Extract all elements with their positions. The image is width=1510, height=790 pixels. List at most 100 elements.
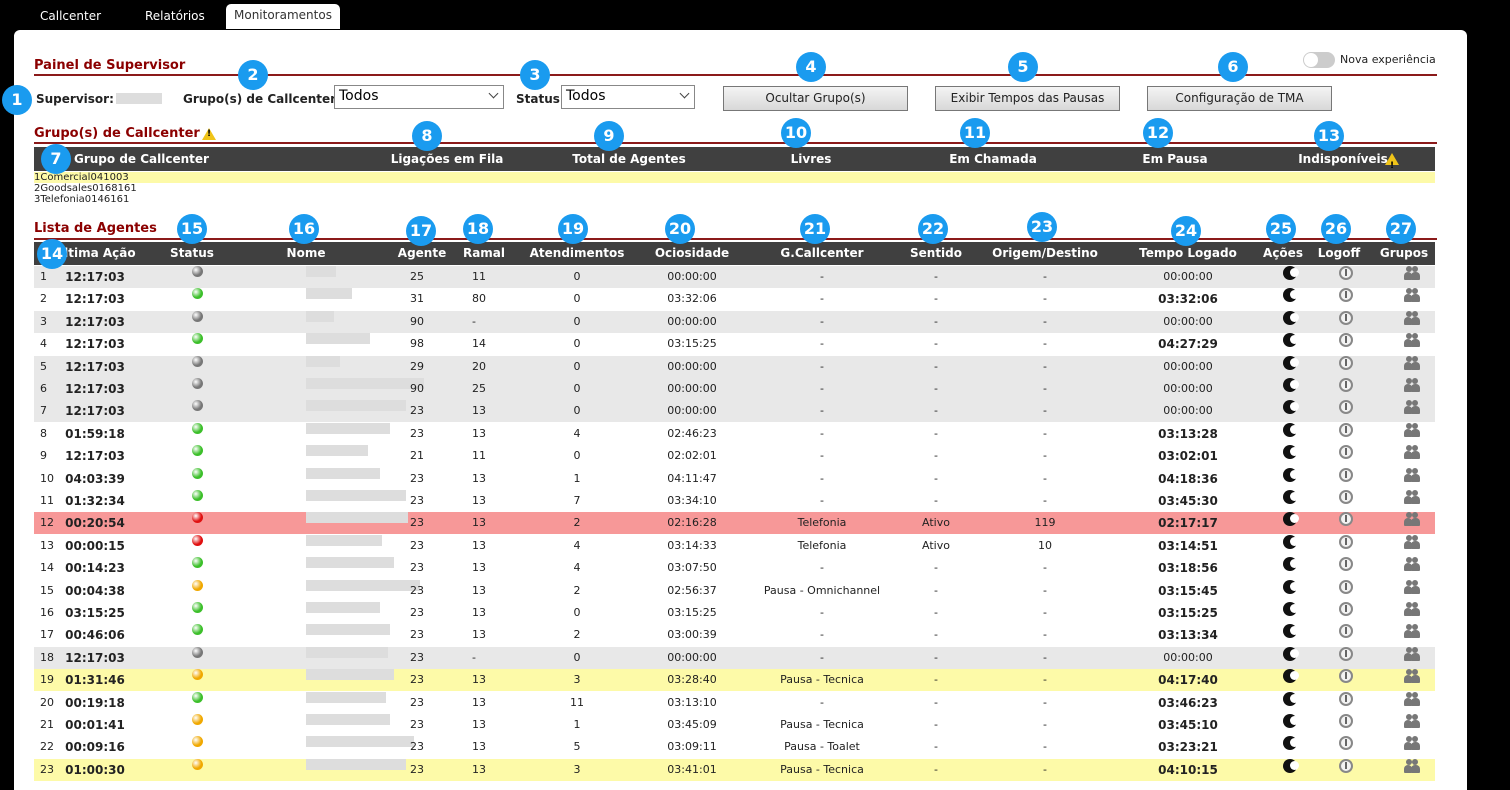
col-acao: Última Ação xyxy=(54,246,136,260)
table-row[interactable]: 12 00:20:54 23 13 2 02:16:28 Telefonia Ativo 119… xyxy=(34,512,1435,535)
table-row[interactable]: 2 12:17:03 31 80 0 03:32:06 - - - 03:32:06 xyxy=(34,288,1435,311)
table-row[interactable]: 15 00:04:38 23 13 2 02:56:37 Pausa - Omnichann… xyxy=(34,579,1435,602)
agent-sentido: - xyxy=(934,718,938,731)
agent-atend: 0 xyxy=(573,270,581,283)
group-livres: 6 xyxy=(103,194,111,205)
table-row[interactable]: 10 04:03:39 23 13 1 04:11:47 - - - 04:18:36 xyxy=(34,467,1435,490)
agent-tempo: 04:18:36 xyxy=(1158,471,1218,486)
table-row[interactable]: 3 12:17:03 90 - 0 00:00:00 - - - 00:00:00 xyxy=(34,310,1435,333)
table-row[interactable]: 7 12:17:03 23 13 0 00:00:00 - - - 00:00:00 xyxy=(34,400,1435,423)
table-row[interactable]: 4 12:17:03 98 14 0 03:15:25 - - - 04:27:29 xyxy=(34,333,1435,356)
agent-atend: 0 xyxy=(573,337,581,351)
table-row[interactable]: 13 00:00:15 23 13 4 03:14:33 Telefonia Ativo 10 0… xyxy=(34,534,1435,557)
agent-n: 12 xyxy=(40,516,54,530)
table-row[interactable]: 16 03:15:25 23 13 0 03:15:25 - - - 03:15:25 xyxy=(34,602,1435,624)
callout-badge-12: 12 xyxy=(1143,118,1173,148)
table-row[interactable]: 1 12:17:03 25 11 0 00:00:00 - - - 00:00:00 xyxy=(34,266,1435,288)
agent-ocio: 02:02:01 xyxy=(667,449,717,463)
agent-agente: 23 xyxy=(410,650,424,664)
col-fila: Ligações em Fila xyxy=(390,152,504,166)
group-row[interactable]: 1Comercial041003 xyxy=(34,172,1435,183)
agent-origem: - xyxy=(1043,494,1047,507)
agent-sentido: - xyxy=(934,628,938,642)
group-fila: 0 xyxy=(84,194,92,205)
col-ramal: Ramal xyxy=(462,246,506,260)
table-row[interactable]: 8 01:59:18 23 13 4 02:46:23 - - - 03:13:28 xyxy=(34,422,1435,445)
agent-ramal: 13 xyxy=(472,561,486,575)
agent-sentido: - xyxy=(934,314,938,328)
table-row[interactable]: 9 12:17:03 21 11 0 02:02:01 - - - 03:02:01 xyxy=(34,445,1435,468)
agent-atend: 2 xyxy=(573,583,581,597)
agent-sentido: - xyxy=(934,606,938,619)
agent-gcall: Telefonia xyxy=(797,516,847,530)
group-name: Goodsales xyxy=(40,183,93,194)
agent-gcall: Pausa - Omnichannel xyxy=(763,583,881,597)
agent-atend: 0 xyxy=(573,382,581,395)
table-row[interactable]: 19 01:31:46 23 13 3 03:28:40 Pausa - Tecnica - -… xyxy=(34,669,1435,692)
group-n: 3 xyxy=(34,194,41,205)
callout-badge-7: 7 xyxy=(41,144,71,174)
nova-experiencia-toggle[interactable] xyxy=(1303,52,1335,68)
agent-sentido: - xyxy=(934,673,938,687)
group-row[interactable]: 2Goodsales0168161 xyxy=(34,183,1435,194)
agent-sentido: - xyxy=(934,382,938,395)
agent-ocio: 03:00:39 xyxy=(667,628,717,642)
col-chamada: Em Chamada xyxy=(949,152,1037,166)
agent-acao: 12:17:03 xyxy=(65,337,125,352)
group-chamada: 0 xyxy=(109,172,116,183)
agent-ocio: 00:00:00 xyxy=(667,382,717,395)
agent-ocio: 03:14:33 xyxy=(667,538,717,552)
agent-atend: 3 xyxy=(573,673,581,687)
table-row[interactable]: 5 12:17:03 29 20 0 00:00:00 - - - 00:00:00 xyxy=(34,355,1435,378)
tab-callcenter[interactable]: Callcenter xyxy=(40,9,102,23)
grupo-label: Grupo(s) de Callcenter: xyxy=(183,92,341,106)
callout-badge-5: 5 xyxy=(1008,52,1038,82)
agent-atend: 4 xyxy=(573,561,581,575)
agent-gcall: - xyxy=(820,471,824,485)
agent-atend: 2 xyxy=(573,516,581,530)
agent-tempo: 03:15:25 xyxy=(1158,606,1218,620)
table-row[interactable]: 22 00:09:16 23 13 5 03:09:11 Pausa - Toalet - - 0… xyxy=(34,736,1435,759)
status-select[interactable]: Todos xyxy=(561,85,695,109)
group-livres: 1 xyxy=(103,172,110,183)
agent-n: 7 xyxy=(40,404,47,418)
callout-badge-4: 4 xyxy=(796,52,826,82)
table-row[interactable]: 17 00:46:06 23 13 2 03:00:39 - - - 03:13:34 xyxy=(34,624,1435,647)
table-row[interactable]: 18 12:17:03 23 - 0 00:00:00 - - - 00:00:00 xyxy=(34,646,1435,669)
group-total: 4 xyxy=(96,172,104,183)
callout-badge-23: 23 xyxy=(1027,212,1057,242)
agent-ocio: 00:00:00 xyxy=(667,314,717,328)
agent-sentido: Ativo xyxy=(922,516,950,530)
callout-badge-22: 22 xyxy=(918,214,948,244)
agent-n: 10 xyxy=(40,471,54,485)
group-row[interactable]: 3Telefonia0146161 xyxy=(34,194,1435,205)
table-row[interactable]: 11 01:32:34 23 13 7 03:34:10 - - - 03:45:30 xyxy=(34,490,1435,512)
table-row[interactable]: 20 00:19:18 23 13 11 03:13:10 - - - 03:46:23 xyxy=(34,691,1435,714)
col-origem: Origem/Destino xyxy=(992,246,1098,260)
ocultar-grupos-button[interactable]: Ocultar Grupo(s) xyxy=(723,86,908,111)
agent-sentido: - xyxy=(934,337,938,351)
agent-ramal: 13 xyxy=(472,471,486,485)
agent-ramal: 11 xyxy=(472,270,486,283)
grupo-select[interactable]: Todos xyxy=(334,85,504,109)
agent-sentido: - xyxy=(934,561,938,575)
agent-ramal: 11 xyxy=(472,449,486,463)
agent-acao: 12:17:03 xyxy=(65,359,125,374)
exibir-tempos-button[interactable]: Exibir Tempos das Pausas xyxy=(935,86,1120,111)
tab-relatorios[interactable]: Relatórios xyxy=(145,9,205,23)
table-row[interactable]: 21 00:01:41 23 13 1 03:45:09 Pausa - Tecnica - -… xyxy=(34,714,1435,736)
agent-ramal: 13 xyxy=(472,583,486,597)
agent-origem: - xyxy=(1043,449,1047,463)
chevron-down-icon xyxy=(488,88,499,99)
table-row[interactable]: 23 01:00:30 23 13 3 03:41:01 Pausa - Tecnica - -… xyxy=(34,758,1435,781)
tab-monitoramentos[interactable]: Monitoramentos xyxy=(226,4,340,29)
agent-ocio: 03:32:06 xyxy=(667,292,717,306)
agent-agente: 23 xyxy=(410,628,424,642)
agent-agente: 23 xyxy=(410,695,424,709)
panel-title: Painel de Supervisor xyxy=(34,58,186,73)
configuracao-tma-button[interactable]: Configuração de TMA xyxy=(1147,86,1332,111)
agent-ocio: 04:11:47 xyxy=(667,471,717,485)
agent-agente: 21 xyxy=(410,449,424,463)
table-row[interactable]: 14 00:14:23 23 13 4 03:07:50 - - - 03:18:56 xyxy=(34,557,1435,580)
table-row[interactable]: 6 12:17:03 90 25 0 00:00:00 - - - 00:00:00 xyxy=(34,378,1435,400)
